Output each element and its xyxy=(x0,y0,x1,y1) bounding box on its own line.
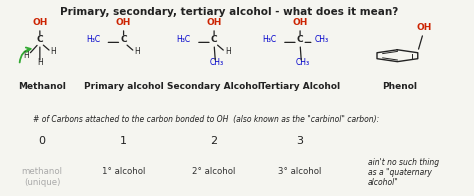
Text: Phenol: Phenol xyxy=(382,82,417,91)
Text: C: C xyxy=(36,35,43,44)
Text: Methanol: Methanol xyxy=(18,82,66,91)
Text: C: C xyxy=(120,35,127,44)
Text: Primary, secondary, tertiary alcohol - what does it mean?: Primary, secondary, tertiary alcohol - w… xyxy=(60,7,399,17)
Text: 2° alcohol: 2° alcohol xyxy=(192,167,236,176)
Text: H: H xyxy=(23,51,29,60)
Text: H₃C: H₃C xyxy=(263,35,276,44)
Text: H₃C: H₃C xyxy=(176,35,191,44)
Text: OH: OH xyxy=(32,18,47,27)
Text: H: H xyxy=(134,47,140,56)
Text: CH₃: CH₃ xyxy=(210,58,223,67)
Text: 2: 2 xyxy=(210,136,218,146)
Text: 1° alcohol: 1° alcohol xyxy=(102,167,145,176)
Text: 0: 0 xyxy=(38,136,46,146)
Text: Tertiary Alcohol: Tertiary Alcohol xyxy=(260,82,340,91)
Text: 1: 1 xyxy=(120,136,127,146)
Text: OH: OH xyxy=(417,23,432,32)
Text: Secondary Alcohol: Secondary Alcohol xyxy=(167,82,261,91)
Text: OH: OH xyxy=(292,18,308,27)
Text: ain't no such thing
as a "quaternary
alcohol": ain't no such thing as a "quaternary alc… xyxy=(368,158,439,187)
Text: OH: OH xyxy=(116,18,131,27)
Text: CH₃: CH₃ xyxy=(295,58,310,67)
FancyArrowPatch shape xyxy=(19,47,31,63)
Text: H: H xyxy=(37,58,43,67)
Text: OH: OH xyxy=(206,18,222,27)
Text: methanol
(unique): methanol (unique) xyxy=(22,167,63,187)
Text: CH₃: CH₃ xyxy=(315,35,329,44)
Text: 3: 3 xyxy=(297,136,303,146)
Text: C: C xyxy=(211,35,218,44)
Text: # of Carbons attached to the carbon bonded to OH  (also known as the "carbinol" : # of Carbons attached to the carbon bond… xyxy=(33,115,379,124)
Text: 3° alcohol: 3° alcohol xyxy=(278,167,322,176)
Text: H: H xyxy=(51,47,56,56)
Text: H₃C: H₃C xyxy=(86,35,100,44)
Text: Primary alcohol: Primary alcohol xyxy=(84,82,164,91)
Text: C: C xyxy=(297,35,303,44)
Text: H: H xyxy=(225,47,230,56)
